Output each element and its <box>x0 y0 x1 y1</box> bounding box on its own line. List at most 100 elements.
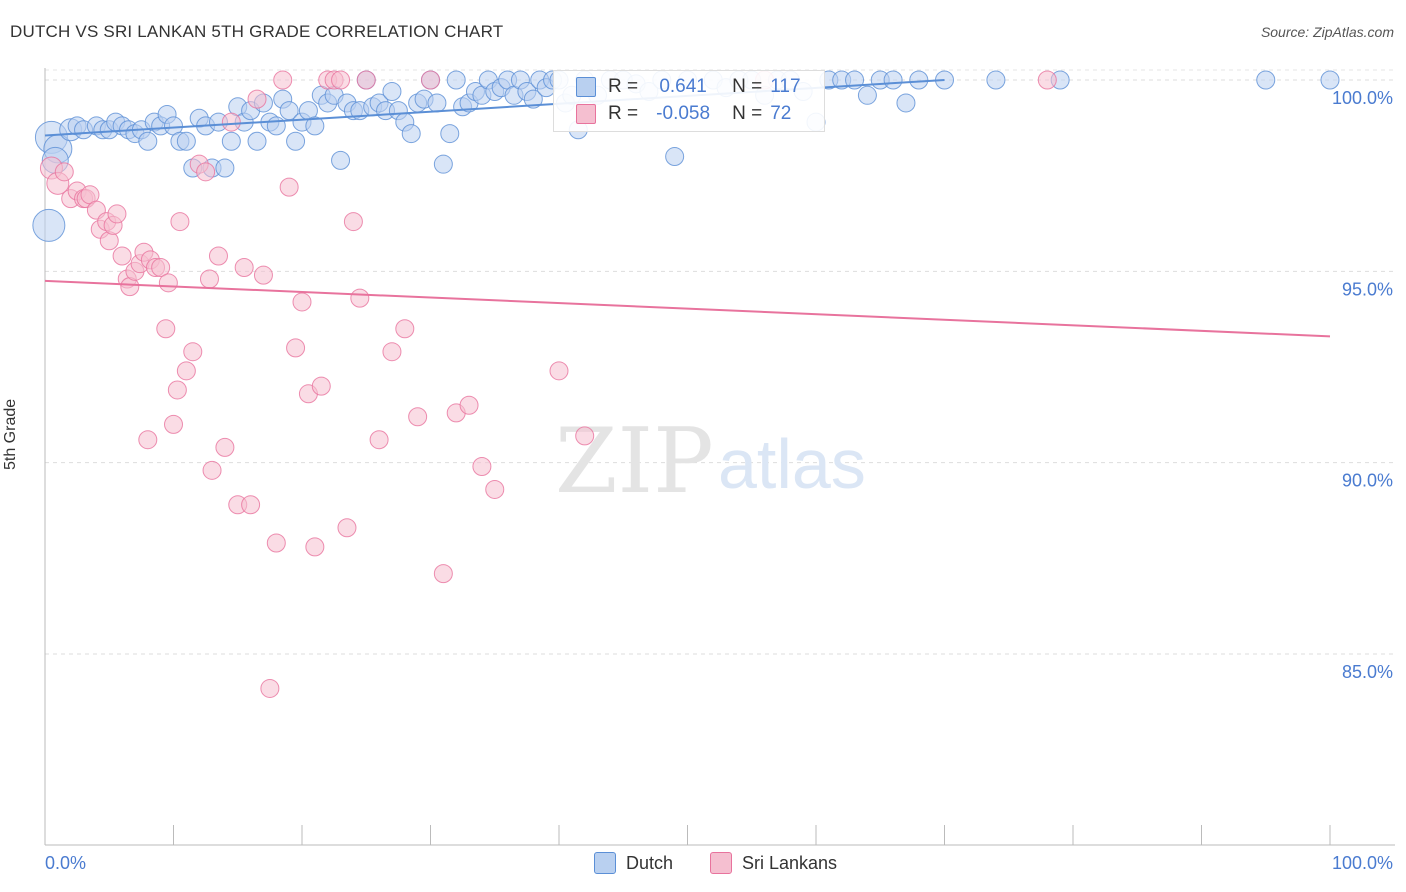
sri-lankan-point <box>369 430 389 450</box>
sri-lankan-point <box>395 319 415 339</box>
sri-lankan-point <box>199 269 219 289</box>
y-tick-label: 95.0% <box>1342 279 1393 299</box>
sri-lankan-point <box>215 437 235 457</box>
sri-lankans-swatch <box>576 104 596 124</box>
dutch-point <box>138 131 158 151</box>
legend-label-sri-lankans: Sri Lankans <box>742 852 838 873</box>
sri-lankan-point <box>247 89 267 109</box>
sri-lankan-point <box>183 342 203 362</box>
dutch-swatch <box>576 77 596 97</box>
sri-lankan-point <box>279 177 299 197</box>
legend-label-dutch: Dutch <box>626 852 674 873</box>
sri-lankan-point <box>350 288 370 308</box>
sri-lankan-point <box>286 338 306 358</box>
sri-lankan-point <box>273 70 293 90</box>
sri-lankan-point <box>356 70 376 90</box>
stats-row-sri-lankans: R = -0.058 N = 72 <box>576 101 791 127</box>
dutch-point <box>523 89 543 109</box>
r-value: -0.058 <box>656 103 711 124</box>
sri-lankan-point <box>221 112 241 132</box>
dutch-point <box>440 124 460 144</box>
legend-item-sri-lankans[interactable]: Sri Lankans <box>710 852 837 874</box>
sri-lankan-point <box>575 426 595 446</box>
y-tick-label: 85.0% <box>1342 662 1393 682</box>
sri-lankan-point <box>421 70 440 90</box>
dutch-point <box>665 147 685 167</box>
sri-lankan-point <box>156 319 176 339</box>
sri-lankan-point <box>292 292 312 312</box>
sri-lankan-point <box>305 537 325 557</box>
legend-item-dutch[interactable]: Dutch <box>594 852 673 874</box>
dutch-point <box>446 70 466 90</box>
sri-lankan-point <box>158 273 178 293</box>
watermark-atlas: atlas <box>718 425 866 503</box>
sri-lankan-point <box>472 456 492 476</box>
sri-lankan-point <box>107 204 127 224</box>
sri-lankan-point <box>1037 70 1057 90</box>
sri-lankan-point <box>549 361 569 381</box>
n-value: 72 <box>770 103 792 124</box>
dutch-point <box>176 131 196 151</box>
dutch-point <box>986 70 1006 90</box>
sri-lankan-point <box>208 246 228 266</box>
dutch-point <box>32 208 66 242</box>
stats-legend: R = 0.641 N = 117 R = -0.058 N = 72 <box>553 70 825 132</box>
sri-lankan-point <box>54 162 74 182</box>
sri-lankan-point <box>138 430 158 450</box>
dutch-point <box>286 131 306 151</box>
x-tick-label: 100.0% <box>1332 853 1393 873</box>
tick-labels: 85.0% 90.0% 95.0% 100.0% 0.0% 100.0% <box>45 88 1393 873</box>
dutch-point <box>247 131 267 151</box>
r-value: 0.641 <box>659 76 707 97</box>
sri-lankan-point <box>331 70 351 90</box>
dutch-point <box>331 150 351 170</box>
watermark-zip: ZIP <box>555 409 714 514</box>
dutch-point <box>215 158 235 178</box>
sri-lankan-point <box>266 533 286 553</box>
sri-lankan-point <box>112 246 132 266</box>
chart-title: DUTCH VS SRI LANKAN 5TH GRADE CORRELATIO… <box>10 22 504 41</box>
sri-lankan-point <box>408 407 428 427</box>
sri-lankan-point <box>343 212 363 232</box>
sri-lankan-point <box>241 495 261 515</box>
sri-lankans-legend-swatch <box>710 852 732 874</box>
dutch-point <box>1256 70 1276 90</box>
n-value: 117 <box>770 76 801 97</box>
y-tick-label: 90.0% <box>1342 471 1393 491</box>
dutch-point <box>401 124 421 144</box>
dutch-point <box>433 154 453 174</box>
dutch-point <box>857 85 877 105</box>
r-label: R = <box>608 103 639 124</box>
dutch-point <box>427 93 447 113</box>
sri-lankan-point <box>382 342 402 362</box>
dutch-legend-swatch <box>594 852 616 874</box>
sri-lankan-point <box>260 678 280 698</box>
stats-row-dutch: R = 0.641 N = 117 <box>576 74 801 100</box>
dutch-point <box>382 81 402 101</box>
dutch-point <box>266 116 286 136</box>
dutch-point <box>1320 70 1340 90</box>
dutch-point <box>305 116 325 136</box>
dutch-point <box>909 70 929 90</box>
dutch-point <box>896 93 916 113</box>
sri-lankan-point <box>176 361 196 381</box>
sri-lankan-point <box>151 258 171 278</box>
data-points <box>32 70 1340 698</box>
sri-lankan-point <box>234 258 254 278</box>
series-legend: Dutch Sri Lankans <box>0 852 1406 878</box>
series-sri-lankans <box>39 70 1057 698</box>
grid <box>45 69 1395 655</box>
x-tick-label: 0.0% <box>45 853 86 873</box>
chart-source: Source: ZipAtlas.com <box>1260 24 1394 40</box>
sri-lankan-point <box>485 479 505 499</box>
n-label: N = <box>732 76 763 97</box>
sri-lankan-point <box>202 460 222 480</box>
sri-lankans-trend-line <box>44 279 1331 338</box>
y-tick-label: 100.0% <box>1332 88 1393 108</box>
dutch-point <box>883 70 903 90</box>
sri-lankan-point <box>164 414 183 434</box>
watermark: ZIP atlas <box>555 409 866 514</box>
r-label: R = <box>608 76 639 97</box>
sri-lankan-point <box>337 518 357 538</box>
